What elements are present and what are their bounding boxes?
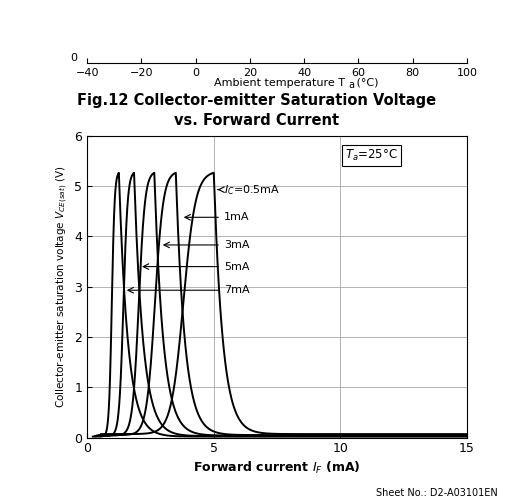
X-axis label: Forward current $\mathit{I_F}$ (mA): Forward current $\mathit{I_F}$ (mA)	[193, 460, 361, 476]
Text: a: a	[349, 80, 355, 91]
Text: $T_a$=25°C: $T_a$=25°C	[345, 148, 398, 163]
Text: Sheet No.: D2-A03101EN: Sheet No.: D2-A03101EN	[376, 488, 498, 498]
Text: $I_C$=0.5mA: $I_C$=0.5mA	[218, 183, 280, 197]
Text: 5mA: 5mA	[143, 262, 249, 272]
Text: Fig.12 Collector-emitter Saturation Voltage: Fig.12 Collector-emitter Saturation Volt…	[77, 93, 436, 108]
Text: 7mA: 7mA	[128, 285, 249, 295]
Text: 0: 0	[71, 53, 78, 63]
Text: 1mA: 1mA	[185, 212, 249, 222]
Text: Ambient temperature T: Ambient temperature T	[214, 78, 345, 88]
Text: (°C): (°C)	[353, 78, 379, 88]
Text: vs. Forward Current: vs. Forward Current	[174, 113, 339, 128]
Text: 3mA: 3mA	[164, 240, 249, 250]
Y-axis label: Collector-emitter saturation voltage $V_{CE(sat)}$ (V): Collector-emitter saturation voltage $V_…	[55, 165, 70, 408]
